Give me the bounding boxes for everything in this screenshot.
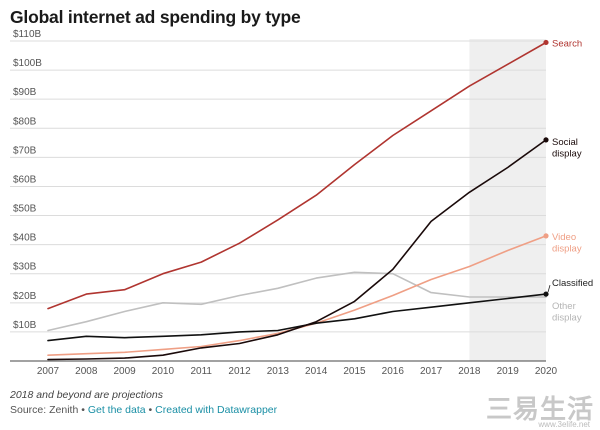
y-tick-label: $80B [13, 116, 37, 127]
x-tick-label: 2016 [382, 366, 405, 377]
series-line-other-display [47, 271, 547, 332]
y-tick-label: $70B [13, 145, 37, 156]
y-tick-label: $40B [13, 233, 37, 244]
x-tick-label: 2012 [228, 366, 251, 377]
separator: • [81, 404, 85, 416]
end-point [543, 291, 549, 297]
x-tick-label: 2011 [190, 366, 212, 377]
projection-band [469, 39, 546, 361]
x-tick-label: 2014 [305, 366, 328, 377]
series-line-social-display [47, 139, 547, 361]
get-data-link[interactable]: Get the data [87, 404, 146, 416]
series-line-classified [47, 293, 547, 342]
separator: • [148, 404, 153, 416]
end-point [543, 233, 549, 239]
x-tick-label: 2018 [458, 366, 481, 377]
x-tick-label: 2007 [37, 366, 60, 377]
x-tick-label: 2009 [113, 366, 136, 377]
series-label: Other [552, 301, 576, 312]
chart-title: Global internet ad spending by type [10, 7, 301, 27]
series-label: display [552, 148, 582, 159]
y-tick-label: $60B [13, 174, 37, 185]
y-tick-label: $20B [13, 291, 37, 302]
projection-note: 2018 and beyond are projections [10, 389, 163, 401]
end-point [543, 137, 549, 143]
y-tick-label: $100B [13, 58, 42, 69]
x-tick-label: 2010 [152, 366, 175, 377]
x-tick-label: 2008 [75, 366, 98, 377]
y-tick-label: $90B [13, 87, 37, 98]
series-label: display [552, 243, 582, 254]
series-label: Search [552, 38, 582, 49]
x-tick-label: 2013 [267, 366, 290, 377]
x-tick-label: 2020 [535, 366, 558, 377]
source-text: Source: Zenith [10, 404, 79, 416]
series-label: display [552, 313, 582, 324]
x-tick-label: 2017 [420, 366, 443, 377]
x-tick-label: 2015 [343, 366, 366, 377]
watermark-logo: 三易生活 [485, 394, 594, 424]
series-label: Social [552, 137, 578, 148]
y-tick-label: $110B [13, 29, 42, 40]
datawrapper-link[interactable]: Created with Datawrapper [155, 404, 278, 416]
label-connector [547, 284, 551, 293]
watermark-url: www.3elife.net [538, 420, 590, 429]
y-tick-label: $10B [13, 320, 37, 331]
series-label: Classified [552, 278, 593, 289]
series-label: Video [552, 232, 576, 243]
source-line: Source: Zenith • Get the data • Created … [10, 404, 277, 416]
x-tick-label: 2019 [497, 366, 520, 377]
series-line-search [47, 41, 547, 310]
y-tick-label: $30B [13, 262, 37, 273]
end-point [543, 39, 549, 46]
y-tick-label: $50B [13, 204, 37, 215]
